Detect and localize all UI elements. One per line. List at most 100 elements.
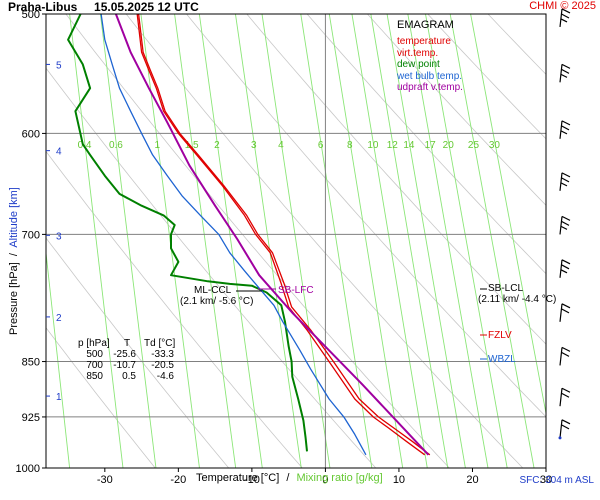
altitude-tick-label: 4 [56, 147, 62, 158]
chart-title: EMAGRAM [397, 19, 454, 31]
x-tick-label: 0 [322, 474, 328, 486]
wind-barb [559, 172, 571, 191]
sb-lcl-value: (2.11 km/ -4.4 °C) [478, 294, 557, 305]
mixing-ratio-label: 14 [403, 140, 415, 151]
table-cell: 500 [86, 349, 103, 360]
pressure-tick-label: 700 [22, 229, 40, 241]
x-axis-label-sep: / [286, 472, 290, 484]
x-axis-title: Temperature [°C] / Mixing ratio [g/kg] [196, 472, 383, 484]
mixing-ratio-label: 4 [278, 140, 284, 151]
legend: temperature virt.temp. dew point wet bul… [397, 36, 463, 94]
mixing-ratio-line [261, 14, 331, 468]
dry-adiabat-line [487, 14, 546, 75]
y-axis-label-pressure: Pressure [hPa] [8, 262, 20, 335]
mixing-ratio-line [235, 14, 302, 468]
sounding-datetime: 15.05.2025 12 UTC [94, 0, 199, 14]
mixing-ratio-label: 17 [425, 140, 437, 151]
table-header-p: p [hPa] [78, 338, 110, 349]
pressure-tick-label: 600 [22, 128, 40, 140]
station-name: Praha-Libus [8, 0, 78, 14]
table-cell: 0.5 [122, 371, 136, 382]
mixing-ratio-label: 30 [489, 140, 501, 151]
mixing-ratio-line [407, 14, 489, 468]
pressure-tick-label: 1000 [16, 463, 40, 475]
table-cell: 850 [86, 371, 103, 382]
mixing-ratio-line [198, 14, 263, 468]
mixing-ratio-label: 10 [367, 140, 379, 151]
sb-lfc-label: SB-LFC [278, 285, 314, 296]
mixing-ratio-line [386, 14, 466, 468]
dry-adiabat-line [306, 14, 546, 275]
mixing-ratio-line [99, 14, 157, 468]
fzlv-label: FZLV [488, 330, 512, 341]
mixing-ratio-label: 1 [154, 140, 160, 151]
series-line-virt-temp- [137, 14, 431, 456]
mixing-ratio-line [370, 14, 449, 468]
mixing-ratio-line [470, 14, 546, 416]
x-tick-label: 20 [466, 474, 478, 486]
wind-barb [559, 387, 571, 407]
altitude-tick-label: 3 [56, 231, 62, 242]
legend-updraft: udpraft v.temp. [397, 82, 463, 93]
table-cell: -10.7 [113, 360, 136, 371]
table-cell: -33.3 [151, 349, 174, 360]
wind-barb [559, 259, 571, 278]
dry-adiabat-line [46, 150, 303, 468]
sfc-info: SFC: 304 m ASL [519, 475, 594, 486]
level-table: p [hPa] T Td [°C] 500 -25.6 -33.3 700 -1… [78, 338, 175, 382]
table-header-t: T [124, 338, 131, 349]
series-line-temperature [136, 14, 426, 456]
mixing-ratio-line [328, 14, 404, 468]
ml-ccl-value: (2.1 km/ -5.6 °C) [180, 296, 254, 307]
table-cell: -25.6 [113, 349, 136, 360]
wbzl-label: WBZL [488, 354, 516, 365]
x-tick-label: -10 [244, 474, 260, 486]
sb-lcl-label: SB-LCL [488, 283, 524, 294]
x-tick-label: 30 [540, 474, 552, 486]
wind-barb [559, 303, 571, 322]
mixing-ratio-line [449, 14, 535, 468]
table-header-td: Td [°C] [144, 338, 176, 349]
altitude-tick-label: 1 [56, 392, 62, 403]
ml-ccl-label: ML-CCL [194, 285, 232, 296]
mixing-ratio-line [300, 14, 373, 468]
dry-adiabat-line [65, 14, 450, 468]
wind-barb [559, 63, 571, 83]
mixing-ratio-label: 0.6 [109, 140, 123, 151]
wind-barb [559, 8, 571, 28]
y-axis-label-altitude: Altitude [km] [8, 187, 20, 248]
series-line-udpraft-v-temp- [114, 14, 430, 456]
table-cell: -4.6 [156, 371, 174, 382]
table-cell: 700 [86, 360, 103, 371]
mixing-ratio-line [46, 249, 71, 468]
x-tick-label: 10 [393, 474, 405, 486]
dry-adiabat-line [46, 237, 230, 468]
mixing-ratio-line [69, 14, 124, 468]
mixing-ratio-line [425, 14, 508, 468]
dry-adiabat-line [367, 14, 546, 206]
pressure-tick-label: 850 [22, 357, 40, 369]
series-line-dew-point [67, 14, 308, 452]
legend-dew-point: dew point [397, 59, 440, 70]
x-tick-label: -20 [170, 474, 186, 486]
dry-adiabat-line [46, 327, 156, 468]
legend-virt-temp: virt.temp. [397, 47, 439, 59]
legend-wet-bulb: wet bulb temp. [397, 70, 463, 82]
table-cell: -20.5 [151, 360, 174, 371]
x-tick-label: -30 [97, 474, 113, 486]
mixing-ratio-label: 25 [468, 140, 480, 151]
mixing-ratio-label: 1.5 [185, 140, 199, 151]
station-datetime: Praha-Libus 15.05.2025 12 UTC [8, 0, 199, 14]
mixing-ratio-label: 6 [318, 140, 324, 151]
wind-barb [559, 215, 571, 235]
credit: CHMI © 2025 [529, 0, 596, 12]
wind-barb [559, 346, 571, 366]
mixing-ratio-line [351, 14, 428, 468]
mixing-ratio-line [174, 14, 237, 468]
y-axis-title: Pressure [hPa] / Altitude [km] [8, 187, 20, 335]
dry-adiabat-line [125, 14, 524, 468]
mixing-ratio-label: 2 [214, 140, 220, 151]
altitude-tick-label: 5 [56, 60, 62, 71]
x-axis-label-mixing: Mixing ratio [g/kg] [296, 472, 383, 484]
